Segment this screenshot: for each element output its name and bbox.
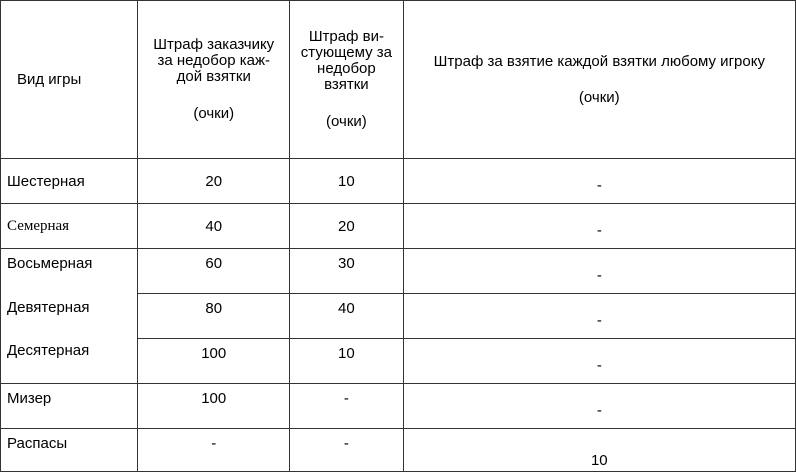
whister-cell: 20 [289,203,404,249]
whister-cell: 10 [289,338,404,384]
trick-cell: - [402,158,796,204]
header-line: недобор [317,60,376,77]
whister-cell: - [289,383,404,429]
header-line: за недобор каж- [157,52,270,69]
game-name: Девятерная [7,299,90,316]
trick-cell: - [402,248,796,294]
game-cell: Распасы [0,428,139,472]
trick-cell: - [402,383,796,429]
spacer [404,71,795,89]
game-cell-merged: Восьмерная Девятерная Десятерная [0,248,139,384]
header-line: дой взятки [176,68,251,85]
header-line: Штраф ви- [308,28,384,45]
header-row: Вид игры Штраф заказчику за недобор каж-… [0,0,796,159]
header-line: Штраф заказчику [153,36,275,53]
trick-cell: - [402,203,796,249]
header-game-type: Вид игры [0,0,139,159]
trick-cell: 10 [402,428,796,472]
trick-cell: - [402,338,796,384]
header-trick-penalty: Штраф за взятие каждой взятки любому игр… [402,0,796,159]
spacer [290,93,402,114]
whister-cell: 40 [289,293,404,339]
declarer-cell: 40 [137,203,291,249]
game-cell: Шестерная [0,158,139,204]
header-line: Штраф за взятие каждой взятки любому игр… [433,52,765,70]
header-line: (очки) [326,113,367,130]
declarer-cell: 60 [137,248,291,294]
declarer-cell: 20 [137,158,291,204]
game-cell: Семерная [0,203,139,249]
table-row: Распасы - - 10 [0,428,796,472]
game-name: Восьмерная [7,255,93,272]
table-row: Мизер 100 - - [0,383,796,429]
table-row: Восьмерная Девятерная Десятерная 60 30 - [0,248,796,384]
table-row: 100 10 - [1,338,796,384]
declarer-cell: 100 [137,338,291,384]
header-line: взятки [324,76,369,93]
header-line: стующему за [300,44,392,61]
trick-cell: - [402,293,796,339]
game-name: Десятерная [7,342,90,359]
table-row: Семерная 40 20 - [0,203,796,249]
header-line: (очки) [193,105,235,122]
whister-cell: - [289,428,404,472]
header-whister-penalty: Штраф ви- стующему за недобор взятки (оч… [289,0,404,159]
header-line: (очки) [578,88,620,106]
spacer [138,85,289,106]
whister-cell: 30 [289,248,404,294]
table-row: Шестерная 20 10 - [0,158,796,204]
declarer-cell: 100 [137,383,291,429]
declarer-cell: 80 [137,293,291,339]
declarer-cell: - [137,428,291,472]
game-cell: Мизер [0,383,139,429]
header-declarer-penalty: Штраф заказчику за недобор каж- дой взят… [137,0,291,159]
whister-cell: 10 [289,158,404,204]
